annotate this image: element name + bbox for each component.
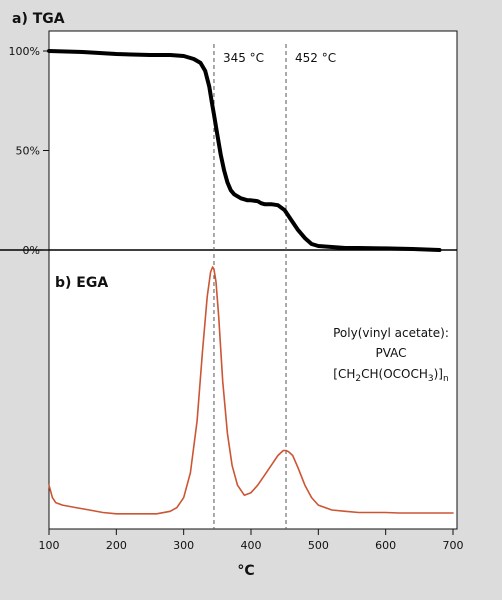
tga-panel-title: a) TGA — [12, 11, 65, 27]
ega-gas-curve — [48, 266, 454, 515]
formula-part-1: [CH — [333, 367, 355, 381]
formula-part-2: CH(OCOCH — [361, 367, 428, 381]
formula-sub-3: n — [443, 374, 449, 384]
x-tick-label: 400 — [241, 539, 262, 552]
formula-sub-2: 3 — [428, 374, 434, 384]
ega-panel-title: b) EGA — [55, 275, 108, 291]
x-tick-label: 100 — [39, 539, 60, 552]
tga-mass-curve — [47, 49, 442, 252]
x-axis-label: °C — [237, 563, 254, 579]
x-tick-label: 700 — [443, 539, 464, 552]
y-tick-label: 50% — [16, 145, 40, 158]
x-tick-label: 200 — [106, 539, 127, 552]
formula-part-3: )] — [434, 367, 443, 381]
formula-sub-1: 2 — [355, 374, 361, 384]
polymer-formula-label: [CH2CH(OCOCH3)]n — [333, 367, 448, 384]
polymer-abbrev-label: PVAC — [375, 346, 406, 360]
ega-series — [48, 266, 454, 515]
temperature-marker-label: 452 °C — [295, 51, 336, 65]
plot-frame — [48, 30, 458, 530]
tga-series — [47, 49, 442, 252]
x-tick-label: 300 — [173, 539, 194, 552]
temperature-marker-label: 345 °C — [223, 51, 264, 65]
x-tick-label: 600 — [375, 539, 396, 552]
tga-y-axis: 100% 50% 0% — [9, 45, 49, 257]
y-tick-label: 0% — [23, 244, 40, 257]
x-axis: 100 200 300 400 500 600 700 — [39, 529, 464, 552]
x-tick-label: 500 — [308, 539, 329, 552]
polymer-name-label: Poly(vinyl acetate): — [333, 326, 449, 340]
y-tick-label: 100% — [9, 45, 40, 58]
